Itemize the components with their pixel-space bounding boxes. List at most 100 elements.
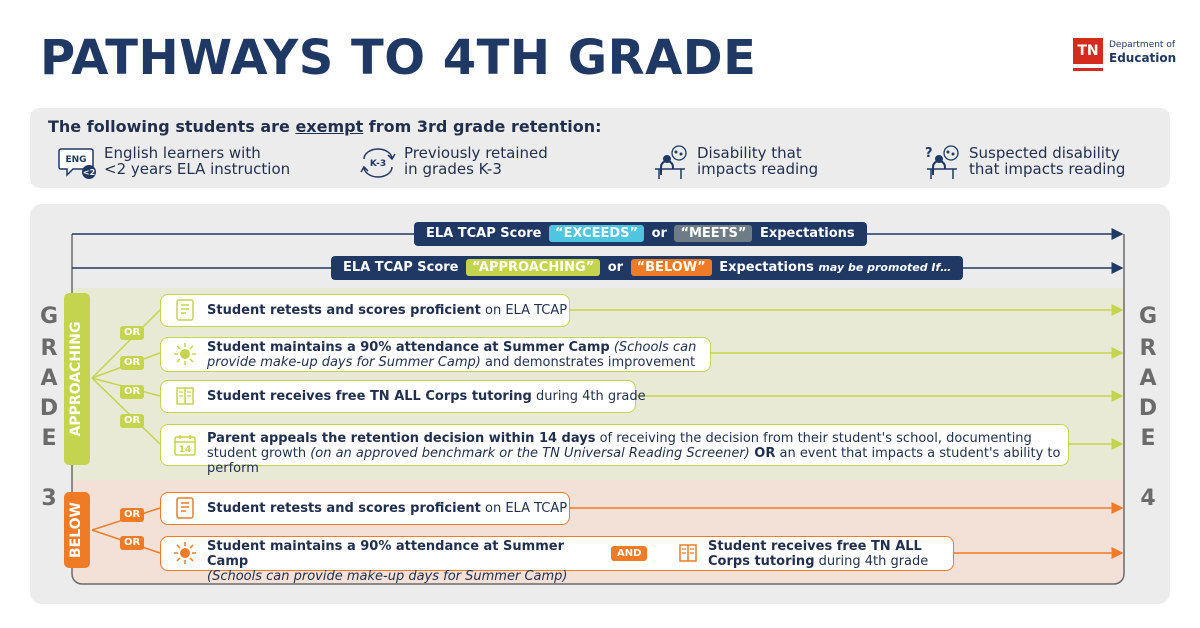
grade-left-letter: A [40,366,58,391]
option-bold: OR [749,446,776,461]
calendar-icon-text: 14 [179,445,192,455]
option-rest: and demonstrates improvement [480,355,696,370]
logo-underline [1073,68,1103,71]
option-text: Student maintains a 90% attendance at Su… [207,539,607,584]
option-bold: Student receives free TN ALL Corps tutor… [207,389,532,404]
grade-right-letter: G [1138,304,1158,329]
option-text: Student receives free TN ALL Corps tutor… [708,539,938,569]
pill-text: Expectations [719,260,814,275]
exempt-line2: <2 years ELA instruction [104,160,291,178]
exempt-line1: Previously retained [404,144,548,162]
option-bold: Student retests and scores proficient [207,303,481,318]
option-bold: Parent appeals the retention decision wi… [207,431,596,446]
eng-speech-bubble-icon: ENG <2 [58,148,96,179]
tag-below: “BELOW” [630,259,712,276]
summer-camp-sun-icon [174,542,196,564]
grade-right-letter: A [1139,366,1157,391]
exempt-line2: impacts reading [697,160,819,178]
grade-right-number: 4 [1140,486,1156,511]
student-desk-icon [655,145,687,179]
pill-or: or [651,226,667,241]
exempt-line1: English learners with [104,144,261,162]
exempt-heading: The following students are exempt from 3… [48,117,602,136]
approaching-bar [64,293,90,465]
option-rest: on ELA TCAP [480,501,568,516]
k3-icon-text: K-3 [370,159,386,169]
option-rest: during 4th grade [814,554,929,569]
exempt-line1: Suspected disability [969,144,1120,162]
approaching-label: APPROACHING [68,321,84,437]
pill-or: or [607,260,624,275]
option-tutoring-approaching: Student receives free TN ALL Corps tutor… [160,380,646,413]
exempt-heading-post: from 3rd grade retention: [363,117,602,136]
svg-text:?: ? [925,146,933,161]
grade-left-number: 3 [41,486,57,511]
option-bold: Student retests and scores proficient [207,501,481,516]
k3-cycle-arrows-icon: K-3 [360,148,396,178]
pill-text: Expectations [759,226,855,241]
grade-left-letter: E [41,426,57,451]
book-tutoring-icon [176,387,194,405]
option-italic: (Schools can provide make-up days for Su… [207,569,568,584]
logo-line1: Department of [1109,40,1175,50]
tag-exceeds: “EXCEEDS” [549,225,645,242]
and-tag: AND [611,546,648,561]
logo-abbr: TN [1073,38,1103,64]
below-bar [64,492,90,568]
eng-icon-text: ENG [65,155,86,165]
calendar-14-icon: 14 [174,435,196,456]
option-rest: of receiving the decision from their stu… [207,431,1032,461]
eng-icon-badge: <2 [83,168,95,177]
pill-text: ELA TCAP Score [343,260,459,275]
option-rest: during 4th grade [531,389,646,404]
or-tag: OR [120,385,145,399]
tn-education-logo: TN Department of Education [1073,38,1176,72]
option-italic: (on an approved benchmark or the TN Univ… [306,446,750,461]
grade-right-letter: E [1140,426,1156,451]
summer-camp-sun-icon [174,343,196,365]
exempt-panel [30,108,1170,188]
book-tutoring-icon [679,544,697,562]
option-bold: Student maintains a 90% attendance at Su… [207,340,610,355]
below-label: BELOW [68,502,84,558]
option-parent-appeal: 14 Parent appeals the retention decision… [160,424,1069,476]
option-rest: an event that impacts a student's abilit… [207,446,1061,476]
grade-right-letter: R [1139,336,1157,361]
option-retest-below: Student retests and scores proficient on… [160,492,570,525]
test-sheet-icon [176,299,194,321]
pill-suffix: may be promoted If… [818,261,952,274]
exempt-label: Disability that impacts reading [697,145,917,177]
or-tag: OR [120,414,145,428]
student-desk-question-icon: ? [925,145,959,179]
option-italic: (Schools can provide make-up days for Su… [207,340,697,370]
exempt-heading-em: exempt [295,117,364,136]
exempt-label: Previously retained in grades K-3 [404,145,624,177]
option-text: Student receives free TN ALL Corps tutor… [207,389,646,404]
or-tag: OR [120,326,145,340]
exempt-line1: Disability that [697,144,802,162]
option-bold: Student receives free TN ALL Corps tutor… [708,539,922,569]
pill-approaching-below: ELA TCAP Score “APPROACHING” or “BELOW” … [331,256,964,280]
grade-left-letter: R [40,336,58,361]
option-bold: Student maintains a 90% attendance at Su… [207,539,564,569]
or-tag: OR [120,536,145,550]
option-summer-camp-and-tutoring: Student maintains a 90% attendance at Su… [160,536,954,584]
exempt-label: English learners with <2 years ELA instru… [104,145,324,177]
grade-left-letter: G [39,304,59,329]
exempt-line2: in grades K-3 [404,160,502,178]
exempt-line2: that impacts reading [969,160,1126,178]
exempt-label: Suspected disability that impacts reading [969,145,1189,177]
option-text: Student maintains a 90% attendance at Su… [207,340,707,370]
logo-line2: Education [1109,51,1177,65]
tag-approaching: “APPROACHING” [466,259,601,276]
option-rest: on ELA TCAP [480,303,568,318]
option-summer-camp-approaching: Student maintains a 90% attendance at Su… [160,337,711,372]
or-tag: OR [120,356,145,370]
option-text: Parent appeals the retention decision wi… [207,431,1065,476]
exempt-heading-pre: The following students are [48,117,296,136]
grade-right-letter: D [1138,396,1158,421]
pill-text: ELA TCAP Score [426,226,542,241]
option-text: Student retests and scores proficient on… [207,501,567,516]
option-retest-approaching: Student retests and scores proficient on… [160,294,570,327]
grade-left-letter: D [39,396,59,421]
